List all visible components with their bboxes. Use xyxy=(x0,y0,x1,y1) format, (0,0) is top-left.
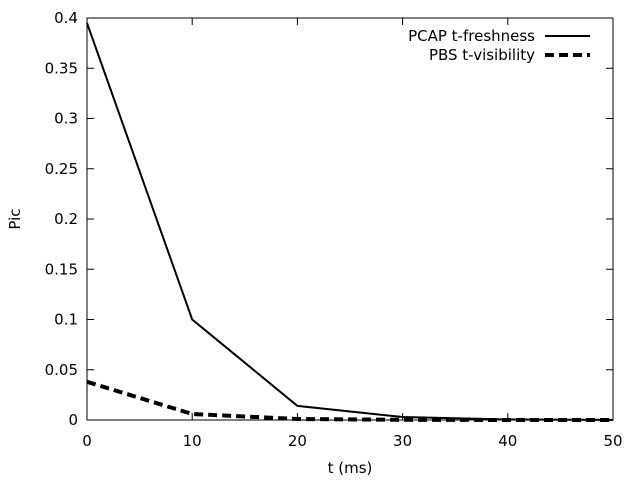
plot-frame xyxy=(86,17,614,421)
y-tick-label: 0.4 xyxy=(54,9,78,27)
x-tick-label: 20 xyxy=(288,432,307,450)
legend-label-2: PBS t-visibility xyxy=(429,46,535,64)
y-tick-label: 0 xyxy=(68,411,78,429)
x-tick-label: 10 xyxy=(183,432,202,450)
ticks-layer: 0 0.05 0.1 0.15 0.2 0.25 0.3 0.35 0.4 0 10 20 30 40 50 xyxy=(45,9,623,450)
series-line-1 xyxy=(86,22,614,421)
y-tick-label: 0.25 xyxy=(45,160,78,178)
series-line-2 xyxy=(86,379,613,422)
x-tick-label: 30 xyxy=(393,432,412,450)
x-axis-label: t (ms) xyxy=(328,459,373,477)
y-tick-label: 0.2 xyxy=(54,210,78,228)
y-tick-label: 0.3 xyxy=(54,110,78,128)
x-tick-label: 50 xyxy=(603,432,622,450)
y-tick-label: 0.15 xyxy=(45,260,78,278)
series-layer xyxy=(86,22,614,422)
x-tick-label: 0 xyxy=(82,432,92,450)
y-axis-label: Pic xyxy=(6,208,24,229)
y-tick-label: 0.05 xyxy=(45,361,78,379)
legend-label-1: PCAP t-freshness xyxy=(408,27,535,45)
y-tick-label: 0.1 xyxy=(54,311,78,329)
x-tick-label: 40 xyxy=(498,432,517,450)
y-tick-label: 0.35 xyxy=(45,59,78,77)
